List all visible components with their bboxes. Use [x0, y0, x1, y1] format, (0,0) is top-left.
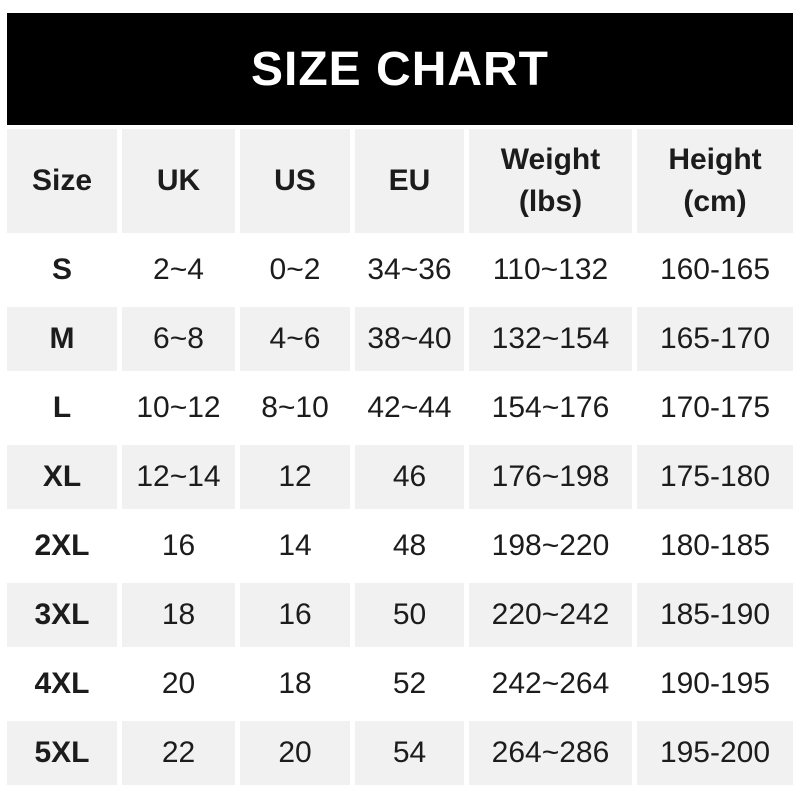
size-cell: XL [7, 445, 117, 509]
table-row: L 10~12 8~10 42~44 154~176 170-175 [7, 376, 793, 440]
eu-value-cell: 46 [355, 445, 464, 509]
page-title: SIZE CHART [251, 42, 549, 96]
us-value-cell: 12 [240, 445, 350, 509]
size-table-body: S 2~4 0~2 34~36 110~132 160-165 M 6~8 4~… [7, 238, 793, 785]
size-cell: 5XL [7, 721, 117, 785]
eu-value-cell: 48 [355, 514, 464, 578]
height-value-cell: 195-200 [637, 721, 793, 785]
eu-value-cell: 38~40 [355, 307, 464, 371]
eu-value-cell: 52 [355, 652, 464, 716]
size-cell: M [7, 307, 117, 371]
weight-value-cell: 264~286 [469, 721, 632, 785]
uk-value-cell: 20 [122, 652, 235, 716]
header-row: Size UK US EU Weight (lbs) Height (cm) [7, 129, 793, 233]
eu-value-cell: 50 [355, 583, 464, 647]
eu-value-cell: 42~44 [355, 376, 464, 440]
weight-value-cell: 154~176 [469, 376, 632, 440]
table-row: 2XL 16 14 48 198~220 180-185 [7, 514, 793, 578]
column-header-uk: UK [122, 129, 235, 233]
weight-value-cell: 110~132 [469, 238, 632, 302]
title-banner: SIZE CHART [7, 13, 793, 125]
size-cell: 3XL [7, 583, 117, 647]
us-value-cell: 18 [240, 652, 350, 716]
table-row: M 6~8 4~6 38~40 132~154 165-170 [7, 307, 793, 371]
uk-value-cell: 10~12 [122, 376, 235, 440]
weight-value-cell: 242~264 [469, 652, 632, 716]
column-header-weight: Weight (lbs) [469, 129, 632, 233]
us-value-cell: 8~10 [240, 376, 350, 440]
eu-value-cell: 54 [355, 721, 464, 785]
us-value-cell: 14 [240, 514, 350, 578]
uk-value-cell: 22 [122, 721, 235, 785]
us-value-cell: 16 [240, 583, 350, 647]
size-table: Size UK US EU Weight (lbs) Height (cm) S… [2, 124, 798, 790]
table-row: 5XL 22 20 54 264~286 195-200 [7, 721, 793, 785]
table-row: XL 12~14 12 46 176~198 175-180 [7, 445, 793, 509]
uk-value-cell: 16 [122, 514, 235, 578]
height-value-cell: 160-165 [637, 238, 793, 302]
height-value-cell: 175-180 [637, 445, 793, 509]
us-value-cell: 4~6 [240, 307, 350, 371]
size-cell: 4XL [7, 652, 117, 716]
us-value-cell: 20 [240, 721, 350, 785]
size-cell: L [7, 376, 117, 440]
column-header-us: US [240, 129, 350, 233]
table-row: 4XL 20 18 52 242~264 190-195 [7, 652, 793, 716]
height-value-cell: 190-195 [637, 652, 793, 716]
size-cell: S [7, 238, 117, 302]
weight-value-cell: 220~242 [469, 583, 632, 647]
height-value-cell: 165-170 [637, 307, 793, 371]
height-value-cell: 180-185 [637, 514, 793, 578]
height-value-cell: 185-190 [637, 583, 793, 647]
table-row: S 2~4 0~2 34~36 110~132 160-165 [7, 238, 793, 302]
weight-value-cell: 176~198 [469, 445, 632, 509]
height-value-cell: 170-175 [637, 376, 793, 440]
uk-value-cell: 6~8 [122, 307, 235, 371]
size-cell: 2XL [7, 514, 117, 578]
column-header-size: Size [7, 129, 117, 233]
column-header-height: Height (cm) [637, 129, 793, 233]
uk-value-cell: 18 [122, 583, 235, 647]
column-header-eu: EU [355, 129, 464, 233]
uk-value-cell: 12~14 [122, 445, 235, 509]
uk-value-cell: 2~4 [122, 238, 235, 302]
weight-value-cell: 198~220 [469, 514, 632, 578]
size-table-header: Size UK US EU Weight (lbs) Height (cm) [7, 129, 793, 233]
us-value-cell: 0~2 [240, 238, 350, 302]
eu-value-cell: 34~36 [355, 238, 464, 302]
table-row: 3XL 18 16 50 220~242 185-190 [7, 583, 793, 647]
weight-value-cell: 132~154 [469, 307, 632, 371]
